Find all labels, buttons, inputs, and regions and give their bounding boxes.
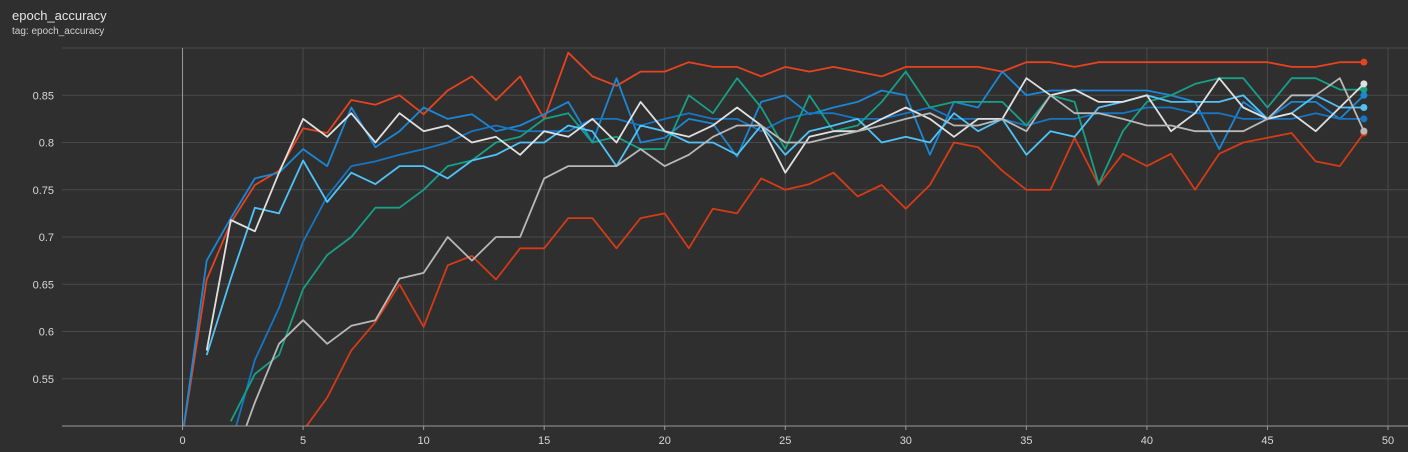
series-end-point-5 bbox=[1360, 104, 1368, 112]
series-end-point-2 bbox=[1360, 91, 1368, 99]
x-tick-label: 40 bbox=[1141, 435, 1153, 447]
series-line-1 bbox=[305, 132, 1365, 426]
x-tick-label: 0 bbox=[179, 435, 185, 447]
x-tick-label: 50 bbox=[1382, 435, 1394, 447]
series-line-4 bbox=[229, 70, 1364, 422]
series-line-5 bbox=[205, 94, 1364, 356]
series-end-point-4 bbox=[1360, 86, 1368, 94]
x-tick-label: 5 bbox=[300, 435, 306, 447]
series-line-7 bbox=[245, 77, 1365, 426]
y-tick-label: 0.6 bbox=[39, 327, 54, 339]
y-tick-label: 0.8 bbox=[39, 138, 54, 150]
y-tick-label: 0.55 bbox=[33, 374, 54, 386]
chart-title: epoch_accuracy bbox=[12, 8, 107, 23]
series-end-point-0 bbox=[1360, 58, 1368, 66]
grid bbox=[62, 47, 1408, 426]
x-tick-label: 45 bbox=[1261, 435, 1273, 447]
x-tick-label: 20 bbox=[659, 435, 671, 447]
chart-subtitle: tag: epoch_accuracy bbox=[12, 26, 105, 37]
y-tick-label: 0.75 bbox=[33, 185, 54, 197]
series-line-6 bbox=[205, 77, 1365, 351]
axes: 0.55 0.6 0.65 0.7 0.75 0.8 0.85 0 5 10 15 20 25 30 35 4… bbox=[33, 90, 1408, 447]
series-line-0 bbox=[183, 51, 1364, 426]
y-tick-label: 0.65 bbox=[33, 279, 54, 291]
series-layer bbox=[182, 51, 1368, 426]
series-end-point-7 bbox=[1360, 127, 1368, 135]
y-tick-label: 0.7 bbox=[39, 232, 54, 244]
x-tick-label: 15 bbox=[538, 435, 550, 447]
series-end-point-3 bbox=[1360, 115, 1368, 123]
x-tick-label: 10 bbox=[418, 435, 430, 447]
x-tick-label: 35 bbox=[1020, 435, 1032, 447]
series-line-3 bbox=[235, 106, 1364, 426]
x-tick-label: 30 bbox=[900, 435, 912, 447]
series-end-point-6 bbox=[1360, 80, 1368, 88]
y-tick-label: 0.85 bbox=[33, 90, 54, 102]
x-tick-label: 25 bbox=[779, 435, 791, 447]
series-line-2 bbox=[182, 70, 1365, 426]
